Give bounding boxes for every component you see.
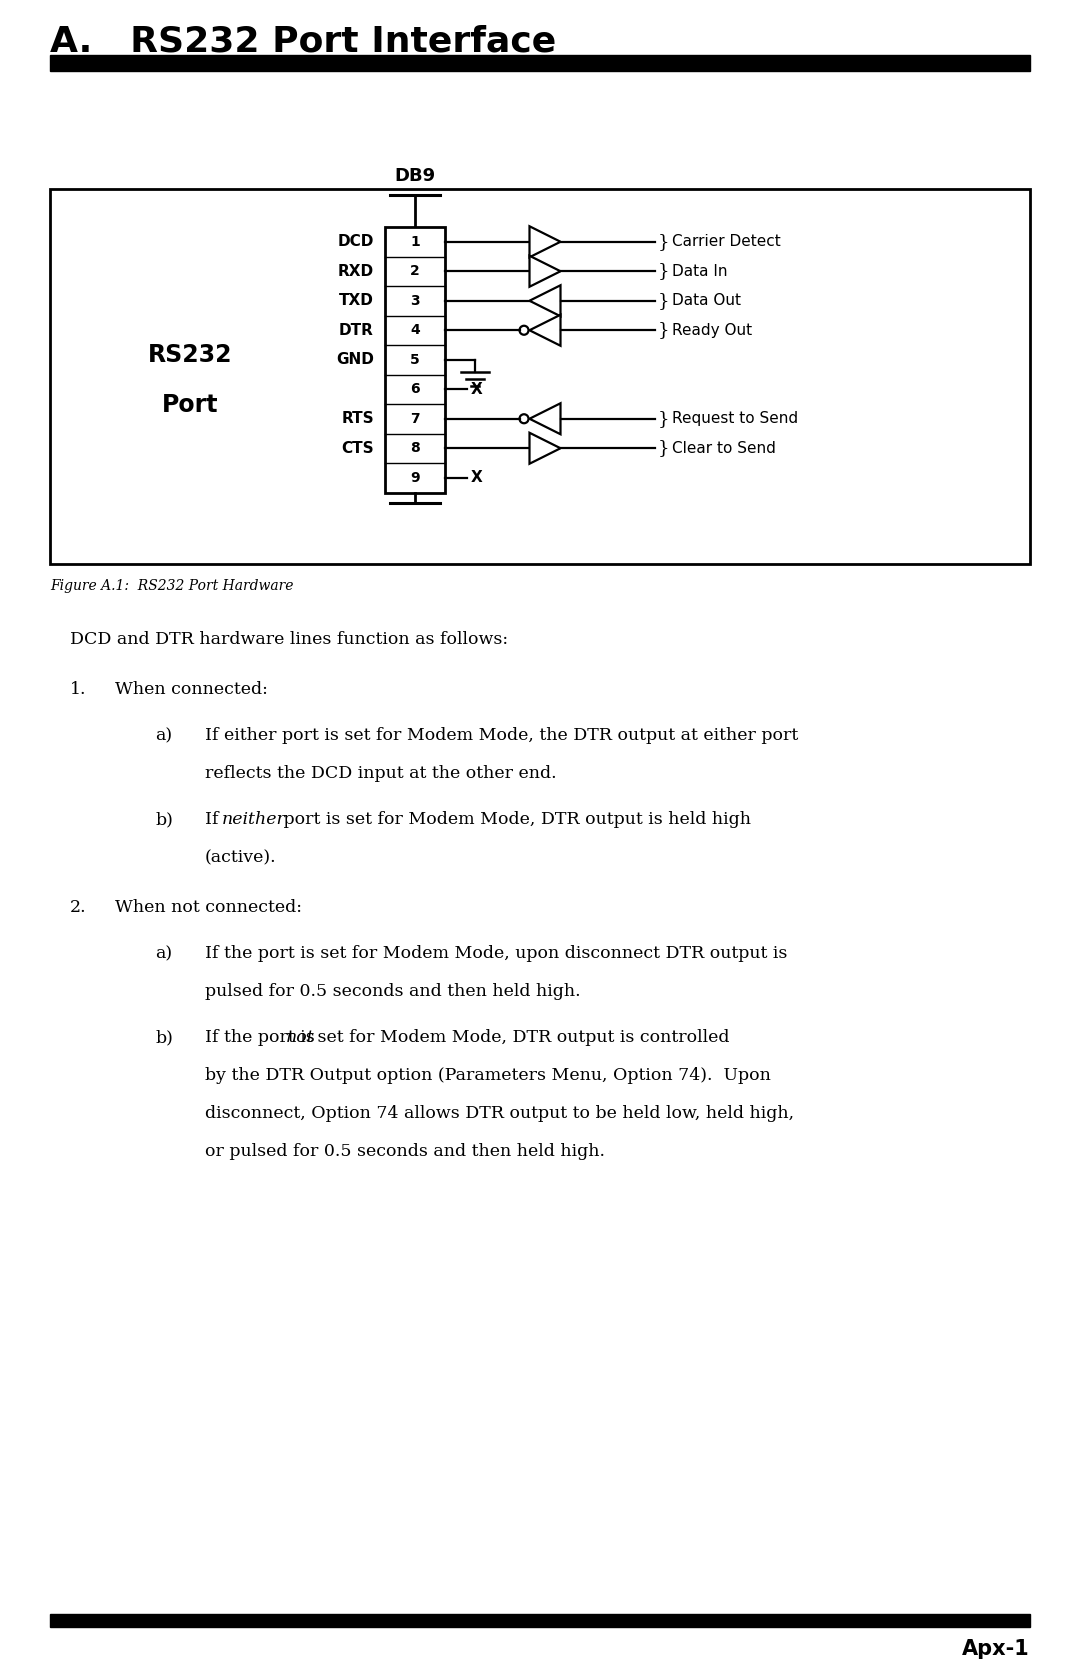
Text: RXD: RXD (338, 264, 374, 279)
Text: disconnect, Option 74 allows DTR output to be held low, held high,: disconnect, Option 74 allows DTR output … (205, 1105, 794, 1122)
Text: 4: 4 (410, 324, 420, 337)
Text: If the port is: If the port is (205, 1030, 321, 1046)
Text: }: } (658, 439, 670, 457)
Bar (50, 1614, 1030, 1627)
Text: RS232: RS232 (148, 342, 232, 367)
Bar (50, 55, 1030, 72)
Text: reflects the DCD input at the other end.: reflects the DCD input at the other end. (205, 764, 556, 783)
Bar (50, 189, 1030, 564)
Text: 5: 5 (410, 352, 420, 367)
Text: DCD and DTR hardware lines function as follows:: DCD and DTR hardware lines function as f… (70, 631, 508, 648)
Polygon shape (529, 315, 561, 345)
Text: set for Modem Mode, DTR output is controlled: set for Modem Mode, DTR output is contro… (311, 1030, 729, 1046)
Polygon shape (529, 227, 561, 257)
Text: Ready Out: Ready Out (672, 322, 752, 337)
Text: Clear to Send: Clear to Send (672, 441, 775, 456)
Text: or pulsed for 0.5 seconds and then held high.: or pulsed for 0.5 seconds and then held … (205, 1143, 605, 1160)
Text: When connected:: When connected: (114, 681, 268, 698)
Text: }: } (658, 320, 670, 339)
Text: port is set for Modem Mode, DTR output is held high: port is set for Modem Mode, DTR output i… (278, 811, 751, 828)
Text: If the port is set for Modem Mode, upon disconnect DTR output is: If the port is set for Modem Mode, upon … (205, 945, 787, 961)
Text: pulsed for 0.5 seconds and then held high.: pulsed for 0.5 seconds and then held hig… (205, 983, 581, 1000)
Text: 2: 2 (410, 264, 420, 279)
Text: 8: 8 (410, 441, 420, 456)
Text: neither: neither (221, 811, 285, 828)
Text: Data In: Data In (672, 264, 728, 279)
Text: 3: 3 (410, 294, 420, 307)
Text: Request to Send: Request to Send (672, 411, 798, 426)
Text: 1: 1 (410, 235, 420, 249)
Text: X: X (471, 471, 483, 486)
Text: RTS: RTS (341, 411, 374, 426)
Text: }: } (658, 292, 670, 310)
Polygon shape (529, 285, 561, 315)
Text: Apx-1: Apx-1 (962, 1639, 1030, 1659)
Text: 6: 6 (410, 382, 420, 396)
Text: CTS: CTS (341, 441, 374, 456)
Polygon shape (529, 255, 561, 287)
Text: If: If (205, 811, 224, 828)
Text: 9: 9 (410, 471, 420, 484)
Text: by the DTR Output option (Parameters Menu, Option 74).  Upon: by the DTR Output option (Parameters Men… (205, 1066, 771, 1083)
Polygon shape (529, 404, 561, 434)
Text: Port: Port (162, 392, 218, 417)
Polygon shape (529, 432, 561, 464)
Text: DCD: DCD (338, 234, 374, 249)
Text: }: } (658, 232, 670, 250)
Text: Carrier Detect: Carrier Detect (672, 234, 781, 249)
Text: not: not (286, 1030, 314, 1046)
Text: a): a) (156, 728, 172, 744)
Text: DB9: DB9 (394, 167, 435, 185)
Text: b): b) (156, 1030, 173, 1046)
Text: (active).: (active). (205, 850, 276, 866)
Text: 2.: 2. (70, 900, 86, 916)
Text: X: X (471, 382, 483, 397)
Bar (384, 227, 445, 492)
Text: a): a) (156, 945, 172, 961)
Text: DTR: DTR (339, 322, 374, 337)
Text: }: } (658, 411, 670, 427)
Text: }: } (658, 262, 670, 280)
Text: TXD: TXD (339, 294, 374, 309)
Text: b): b) (156, 811, 173, 828)
Text: Figure A.1:  RS232 Port Hardware: Figure A.1: RS232 Port Hardware (50, 579, 294, 592)
Text: When not connected:: When not connected: (114, 900, 302, 916)
Text: Data Out: Data Out (672, 294, 741, 309)
Text: A.   RS232 Port Interface: A. RS232 Port Interface (50, 25, 556, 58)
Text: 7: 7 (410, 412, 420, 426)
Text: GND: GND (336, 352, 374, 367)
Text: 1.: 1. (70, 681, 86, 698)
Text: If either port is set for Modem Mode, the DTR output at either port: If either port is set for Modem Mode, th… (205, 728, 798, 744)
